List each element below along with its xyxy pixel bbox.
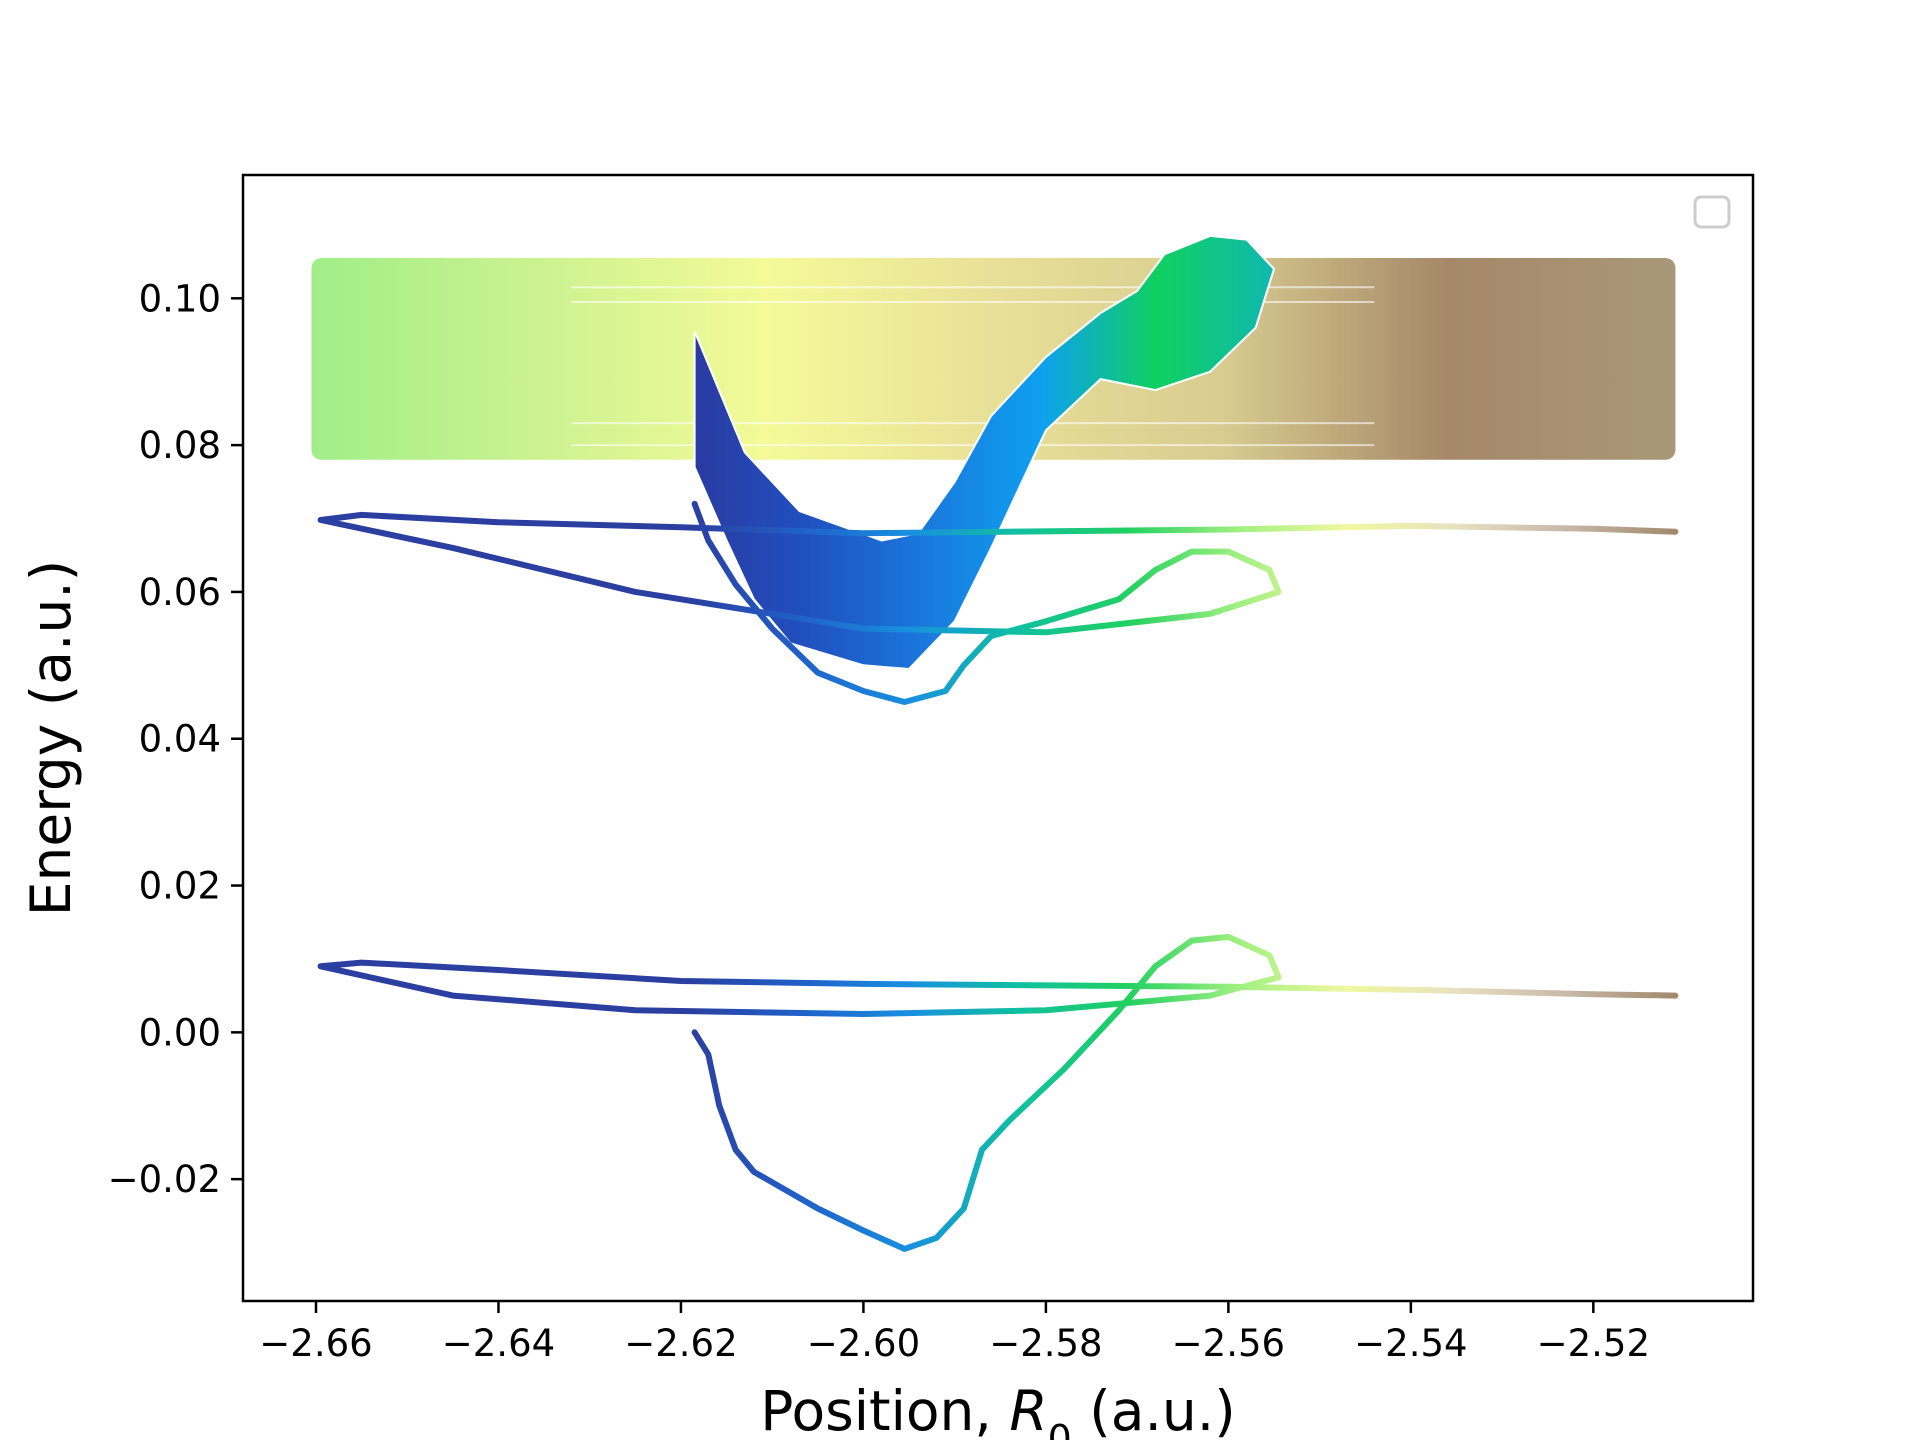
x-tick-label: −2.58 [989,1322,1102,1365]
y-tick-label: 0.08 [139,424,221,467]
x-axis-label-var: R [1009,1379,1047,1440]
y-tick-label: 0.06 [139,571,221,614]
x-axis-label-sub: 0 [1048,1417,1072,1440]
x-tick-label: −2.64 [442,1322,555,1365]
y-axis: −0.02 0.00 0.02 0.04 0.06 0.08 0.10 [108,277,243,1201]
x-axis-label-post: (a.u.) [1072,1379,1236,1440]
y-tick-label: −0.02 [108,1158,221,1201]
y-axis-label: Energy (a.u.) [19,560,83,916]
x-tick-label: −2.66 [259,1322,372,1365]
x-tick-label: −2.62 [624,1322,737,1365]
x-axis-label-pre: Position, [760,1379,1009,1440]
y-tick-label: 0.04 [139,718,221,761]
y-tick-label: 0.10 [139,277,221,320]
x-tick-label: −2.56 [1172,1322,1285,1365]
excited-state-1-trajectory [317,500,1679,705]
legend-box [1693,195,1731,229]
ground-state-trajectory [317,933,1679,1252]
plot-area [311,234,1679,1252]
x-tick-label: −2.54 [1354,1322,1467,1365]
x-axis: −2.66 −2.64 −2.62 −2.60 −2.58 −2.56 −2.54 −2.52 [259,1301,1650,1365]
x-axis-label: Position, R0 (a.u.) [760,1379,1235,1440]
x-tick-label: −2.60 [807,1322,920,1365]
y-tick-label: 0.02 [139,865,221,908]
y-tick-label: 0.00 [139,1011,221,1054]
x-tick-label: −2.52 [1537,1322,1650,1365]
excited-state-2-band [311,257,1676,460]
